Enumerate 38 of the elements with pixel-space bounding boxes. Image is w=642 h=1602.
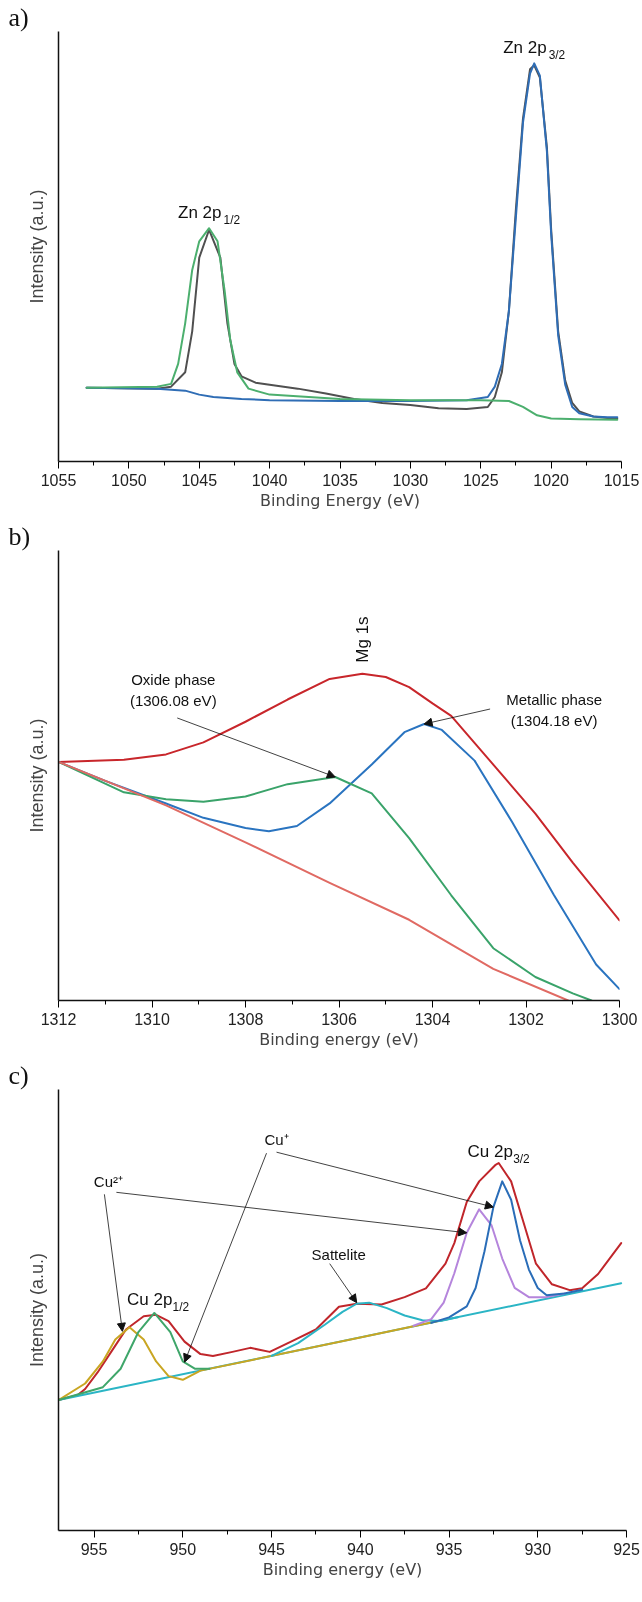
x-axis-title: Binding energy (eV): [262, 1559, 423, 1579]
x-tick-label: 955: [80, 1540, 108, 1558]
x-tick-label: 1055: [40, 471, 77, 489]
chart-title: b): [8, 521, 31, 551]
x-tick-label: 930: [524, 1540, 552, 1558]
chart-title: c): [8, 1060, 29, 1090]
x-tick-label: 1030: [392, 471, 429, 489]
x-tick-label: 1312: [40, 1010, 77, 1028]
annotation: Mg 1s: [352, 616, 372, 663]
x-axis-title: Binding energy (eV): [259, 1029, 419, 1049]
x-tick-label: 950: [169, 1540, 197, 1558]
annotation: Metallic phase (1304.18 eV): [506, 691, 603, 729]
x-tick-label: 1025: [462, 471, 499, 489]
annotation: Sattelite: [311, 1246, 366, 1264]
x-tick-label: 940: [346, 1540, 374, 1558]
x-tick-label: 1308: [227, 1010, 264, 1028]
x-tick-label: 1304: [414, 1010, 451, 1028]
x-tick-label: 1306: [321, 1010, 357, 1028]
x-tick-label: 1050: [111, 471, 147, 489]
annotation: Oxide phase (1306.08 eV): [129, 671, 217, 709]
x-tick-label: 925: [613, 1540, 640, 1558]
x-tick-label: 1310: [134, 1010, 170, 1028]
annotation: Cu²⁺: [93, 1172, 123, 1190]
x-tick-label: 945: [258, 1540, 285, 1558]
x-tick-label: 1015: [603, 471, 640, 489]
x-tick-label: 1300: [601, 1010, 638, 1028]
x-tick-label: 1302: [508, 1010, 544, 1028]
chart-title: a): [8, 2, 29, 32]
annotation: Cu⁺: [264, 1130, 289, 1148]
x-tick-label: 935: [435, 1540, 463, 1558]
x-tick-label: 1045: [181, 471, 218, 489]
y-axis-title: Intensity (a.u.): [26, 718, 47, 833]
x-tick-label: 1040: [251, 471, 288, 489]
x-axis-title: Binding Energy (eV): [260, 490, 420, 510]
y-axis-title: Intensity (a.u.): [26, 1252, 47, 1368]
x-tick-label: 1020: [533, 471, 570, 489]
y-axis-title: Intensity (a.u.): [26, 189, 47, 304]
x-tick-label: 1035: [322, 471, 358, 489]
